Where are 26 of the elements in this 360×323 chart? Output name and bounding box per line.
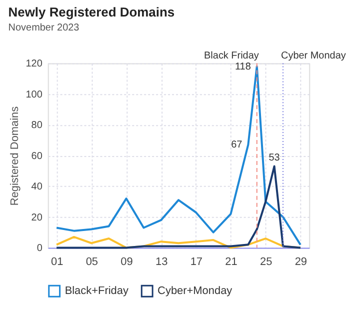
data-label: 118 (234, 61, 252, 72)
y-tick-label: 80 (31, 120, 43, 132)
y-axis-title: Registered Domains (8, 106, 21, 206)
x-tick-label: 01 (50, 256, 64, 268)
chart-title: Newly Registered Domains (8, 4, 175, 20)
data-label: 53 (268, 152, 280, 164)
x-tick-label: 25 (260, 256, 272, 268)
y-tick-label: 60 (31, 150, 43, 162)
legend-label: Black+Friday (64, 285, 129, 298)
x-tick-label: 17 (190, 256, 203, 268)
y-tick-label: 120 (26, 58, 43, 70)
x-tick-label: 29 (294, 256, 308, 268)
ref-line-label: Cyber Monday (281, 50, 346, 62)
chart-subtitle: November 2023 (8, 22, 80, 34)
y-tick-label: 0 (36, 243, 43, 254)
y-tick-label: 100 (26, 89, 43, 100)
data-label: 67 (231, 140, 243, 151)
y-tick-label: 40 (31, 182, 43, 193)
x-tick-label: 05 (86, 256, 98, 268)
y-tick-label: 20 (31, 212, 43, 224)
line-series (56, 165, 302, 249)
legend-label: Cyber+Monday (158, 285, 233, 298)
x-tick-label: 13 (155, 256, 168, 268)
x-tick-label: 21 (225, 256, 238, 268)
x-tick-label: 09 (120, 256, 133, 268)
ref-line-label: Black Friday (204, 50, 259, 62)
